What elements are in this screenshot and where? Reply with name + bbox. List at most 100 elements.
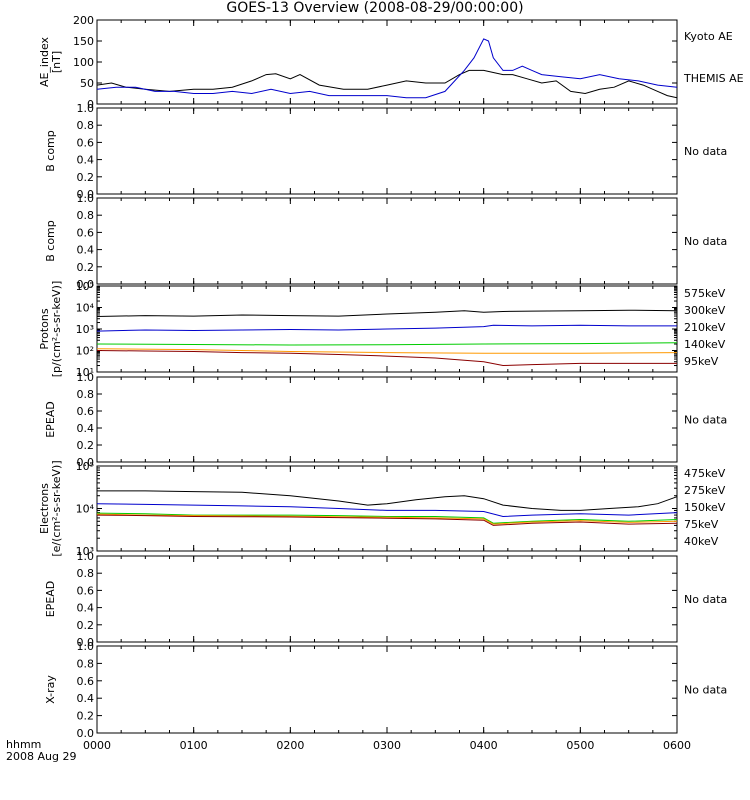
legend-entry: 300keV <box>684 304 726 317</box>
legend-entry: 475keV <box>684 467 726 480</box>
x-corner-label: hhmm <box>6 738 41 751</box>
ytick-label-epead1: 0.2 <box>77 439 95 452</box>
legend-entry: Kyoto AE <box>684 30 733 43</box>
ylabel-b1: B comp <box>44 130 57 172</box>
ytick-label-ae: 100 <box>73 56 94 69</box>
no-data-note: No data <box>684 145 727 158</box>
ylabel-ae: [nT] <box>50 51 63 73</box>
legend-entry: 275keV <box>684 484 726 497</box>
series-line-electrons-150keV <box>96 512 678 524</box>
ytick-label-b1: 0.6 <box>77 136 95 149</box>
xtick-label: 0100 <box>180 739 208 752</box>
ytick-label-protons: 10³ <box>76 323 94 336</box>
ytick-label-b2: 0.6 <box>77 226 95 239</box>
series-line-protons-95keV <box>96 309 678 317</box>
ytick-label-xray: 0.2 <box>77 710 95 723</box>
panel-frame-xray <box>96 645 678 734</box>
ytick-label-protons: 10⁴ <box>76 302 95 315</box>
legend-entry: 150keV <box>684 501 726 514</box>
series-line-ae-Kyoto-AE <box>96 69 678 99</box>
series-line-ae-THEMIS-AE <box>96 38 678 99</box>
legend-entry: 140keV <box>684 338 726 351</box>
panel-frame-b1 <box>96 107 678 195</box>
series-line-electrons-475keV <box>96 514 678 526</box>
series-line-protons-575keV <box>96 350 677 367</box>
ytick-label-protons: 10¹ <box>76 366 94 379</box>
ytick-label-xray: 0.6 <box>77 675 95 688</box>
xtick-label: 0200 <box>276 739 304 752</box>
panel-frame-electrons <box>96 465 678 552</box>
legend-entry: 95keV <box>684 355 719 368</box>
panel-frame-ae <box>96 19 678 105</box>
ytick-label-epead1: 0.6 <box>77 405 95 418</box>
ytick-label-epead1: 1.0 <box>77 371 95 384</box>
ylabel-epead2: EPEAD <box>44 581 57 618</box>
legend-entry: THEMIS AE <box>683 72 744 85</box>
ytick-label-b1: 0.4 <box>77 154 95 167</box>
ytick-label-epead2: 0.0 <box>77 636 95 649</box>
ytick-label-b2: 1.0 <box>77 192 95 205</box>
ylabel-protons: [p/(cm²-s-sr-keV)] <box>50 281 63 378</box>
panel-frame-epead2 <box>96 555 678 643</box>
ytick-label-xray: 0.0 <box>77 727 95 740</box>
ytick-label-electrons: 10³ <box>76 545 94 558</box>
ytick-label-ae: 150 <box>73 35 94 48</box>
series-line-protons-140keV <box>96 324 677 332</box>
ylabel-xray: X-ray <box>44 675 57 704</box>
ytick-label-b2: 0.0 <box>77 278 95 291</box>
ytick-label-xray: 0.8 <box>77 657 95 670</box>
ytick-label-ae: 0 <box>87 98 94 111</box>
no-data-note: No data <box>684 414 727 427</box>
series-line-electrons-40keV <box>97 490 678 511</box>
ytick-label-b2: 0.2 <box>77 261 95 274</box>
ytick-label-epead2: 0.8 <box>77 567 95 580</box>
ylabel-epead1: EPEAD <box>44 401 57 438</box>
x-corner-label: 2008 Aug 29 <box>6 750 76 763</box>
ytick-label-epead2: 0.2 <box>77 619 95 632</box>
ytick-label-epead2: 1.0 <box>77 550 95 563</box>
ytick-label-epead1: 0.0 <box>77 456 95 469</box>
xtick-label: 0600 <box>663 739 691 752</box>
series-line-protons-300keV <box>96 348 678 354</box>
ytick-label-epead2: 0.4 <box>77 602 95 615</box>
ytick-label-epead1: 0.4 <box>77 422 95 435</box>
ytick-label-b2: 0.8 <box>77 209 95 222</box>
no-data-note: No data <box>684 593 727 606</box>
series-line-protons-210keV <box>96 342 678 346</box>
xtick-label: 0500 <box>566 739 594 752</box>
ylabel-protons: Protons <box>38 308 51 349</box>
ytick-label-ae: 200 <box>73 14 94 27</box>
legend-entry: 210keV <box>684 321 726 334</box>
ytick-label-epead2: 0.6 <box>77 584 95 597</box>
xtick-label: 0300 <box>373 739 401 752</box>
ytick-label-b1: 0.2 <box>77 171 95 184</box>
ytick-label-b1: 1.0 <box>77 102 95 115</box>
xtick-label: 0000 <box>83 739 111 752</box>
ytick-label-protons: 10² <box>76 345 94 358</box>
legend-entry: 575keV <box>684 287 726 300</box>
page-title: GOES-13 Overview (2008-08-29/00:00:00) <box>226 0 524 16</box>
ytick-label-b1: 0.8 <box>77 119 95 132</box>
legend-entry: 75keV <box>684 518 719 531</box>
ytick-label-epead1: 0.8 <box>77 388 95 401</box>
legend-entry: 40keV <box>684 535 719 548</box>
ytick-label-b2: 0.4 <box>77 244 95 257</box>
ytick-label-ae: 50 <box>80 77 94 90</box>
ytick-label-electrons: 10⁴ <box>76 503 95 516</box>
ytick-label-xray: 0.4 <box>77 692 95 705</box>
xtick-label: 0400 <box>470 739 498 752</box>
no-data-note: No data <box>684 235 727 248</box>
series-line-electrons-75keV <box>96 503 678 518</box>
series-line-electrons-275keV <box>96 513 678 525</box>
ytick-label-b1: 0.0 <box>77 188 95 201</box>
ytick-label-xray: 1.0 <box>77 640 95 653</box>
panel-frame-b2 <box>96 197 678 285</box>
no-data-note: No data <box>684 684 727 697</box>
ylabel-b2: B comp <box>44 220 57 262</box>
ylabel-ae: AE_index <box>38 36 51 87</box>
ylabel-electrons: Electrons <box>38 483 51 534</box>
ytick-label-protons: 10⁵ <box>76 280 94 293</box>
panel-frame-epead1 <box>96 376 678 463</box>
ylabel-electrons: [e/(cm²-s-sr-keV)] <box>50 460 63 556</box>
